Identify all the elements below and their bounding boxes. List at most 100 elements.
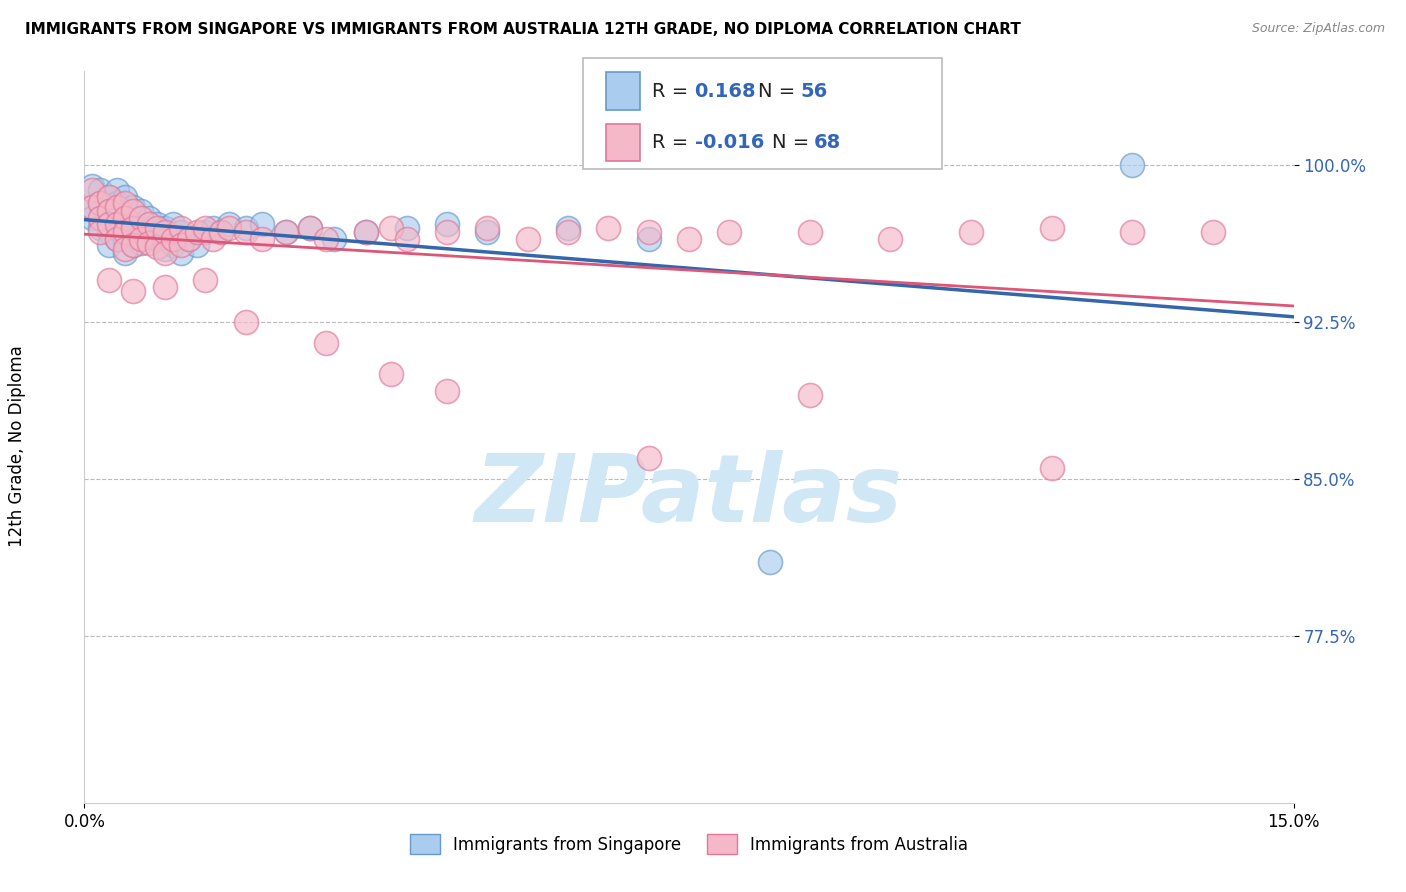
Point [356,225,378,239]
Point [162,231,184,245]
Point [170,221,193,235]
Point [235,315,257,329]
Point [235,225,257,239]
Point [299,221,322,235]
Point [82,200,104,214]
Point [477,225,499,239]
Point [97,204,120,219]
Point [138,235,160,250]
Point [82,179,104,194]
Point [299,221,322,235]
Point [146,240,169,254]
Point [179,231,201,245]
Point [477,221,499,235]
Point [89,196,111,211]
Text: 56: 56 [800,82,827,101]
Point [179,231,201,245]
Point [146,217,169,231]
Text: -0.016: -0.016 [695,133,763,152]
Point [146,231,169,245]
Point [162,237,184,252]
Point [129,235,152,250]
Point [637,450,659,465]
Point [1040,461,1063,475]
Point [121,217,143,231]
Point [105,211,128,225]
Text: ZIPatlas: ZIPatlas [475,450,903,541]
Point [218,221,240,235]
Point [97,217,120,231]
Point [89,196,111,211]
Point [97,190,120,204]
Point [114,231,136,245]
Point [121,200,143,214]
Point [516,231,538,245]
Point [1121,158,1143,172]
Point [89,225,111,239]
Point [129,204,152,219]
Point [436,384,458,398]
Point [637,231,659,245]
Point [97,204,120,219]
Point [1202,225,1225,239]
Point [114,190,136,204]
Point [194,225,217,239]
Point [395,221,418,235]
Text: 0.168: 0.168 [695,82,756,101]
Point [97,225,120,239]
Point [436,217,458,231]
Point [82,211,104,225]
Point [209,225,232,239]
Point [129,231,152,245]
Point [114,211,136,225]
Point [395,231,418,245]
Point [153,279,176,293]
Text: Source: ZipAtlas.com: Source: ZipAtlas.com [1251,22,1385,36]
Point [598,221,620,235]
Point [146,221,169,235]
Point [105,196,128,211]
Point [637,225,659,239]
Point [436,225,458,239]
Point [121,237,143,252]
Point [105,200,128,214]
Text: N =: N = [758,82,801,101]
Point [1040,221,1063,235]
Point [194,221,217,235]
Point [557,225,579,239]
Point [194,273,217,287]
Text: IMMIGRANTS FROM SINGAPORE VS IMMIGRANTS FROM AUSTRALIA 12TH GRADE, NO DIPLOMA CO: IMMIGRANTS FROM SINGAPORE VS IMMIGRANTS … [25,22,1021,37]
Point [380,368,402,382]
Text: N =: N = [772,133,815,152]
Point [678,231,700,245]
Point [799,388,821,402]
Point [114,196,136,211]
Point [89,211,111,225]
Point [105,231,128,245]
Point [114,242,136,256]
Point [114,211,136,225]
Point [97,237,120,252]
Point [82,184,104,198]
Point [879,231,901,245]
Point [758,556,780,570]
Point [1121,225,1143,239]
Point [274,225,297,239]
Legend: Immigrants from Singapore, Immigrants from Australia: Immigrants from Singapore, Immigrants fr… [404,828,974,860]
Point [718,225,741,239]
Point [129,221,152,235]
Point [557,221,579,235]
Point [129,211,152,225]
Point [162,217,184,231]
Point [153,221,176,235]
Point [105,184,128,198]
Point [202,221,225,235]
Point [82,200,104,214]
Text: R =: R = [652,82,695,101]
Text: 12th Grade, No Diploma: 12th Grade, No Diploma [8,345,25,547]
Point [250,217,273,231]
Point [114,225,136,239]
Point [186,225,208,239]
Point [97,190,120,204]
Point [315,231,337,245]
